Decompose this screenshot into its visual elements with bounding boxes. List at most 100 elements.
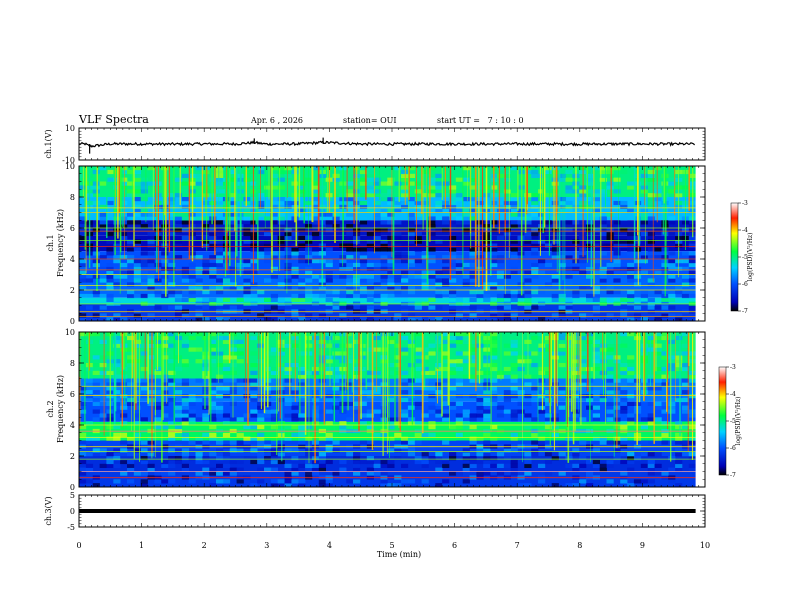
ch2-spectrogram-cell — [380, 479, 388, 484]
ch2-spectrogram-cell — [332, 355, 340, 360]
ch2-spectrogram-cell — [538, 332, 546, 337]
ch1-spectrogram-cell — [264, 231, 272, 237]
ch1-spectrogram-cell — [106, 262, 114, 268]
ch2-spectrogram-cell — [579, 483, 587, 487]
ch1-spectrogram-cell — [202, 317, 210, 321]
ch2-spectrogram-cell — [168, 378, 176, 383]
ch1-spectrogram-cell — [524, 297, 532, 302]
ch2-spectrogram-cell — [154, 425, 162, 430]
ch2-spectrogram-cell — [332, 366, 340, 372]
ch2-spectrogram-cell — [168, 448, 176, 453]
y-tick-label: 0 — [70, 507, 75, 516]
ch2-spectrogram-cell — [79, 409, 87, 414]
colorbar-tick-label: -6 — [730, 445, 736, 452]
ch2-spectrogram-cell — [476, 409, 484, 414]
ch1-spectrogram-cell — [113, 313, 121, 318]
ch2-spectrogram-cell — [202, 459, 210, 465]
ch1-spectrogram-cell — [449, 247, 457, 252]
ch2-spectrogram-cell — [188, 359, 196, 364]
ch2-spectrogram-cell — [154, 417, 162, 422]
ch1-spectrogram-cell — [668, 278, 676, 283]
ch2-spectrogram-cell — [195, 394, 203, 399]
ch1-spectrogram-cell — [277, 208, 285, 213]
ch1-spectrogram-cell — [339, 317, 347, 321]
ch1-spectrogram-cell — [449, 243, 457, 248]
ch2-spectrogram-cell — [147, 374, 155, 379]
ch2-spectrogram-cell — [284, 339, 292, 344]
ch2-spectrogram-cell — [620, 409, 628, 414]
ch1-spectrogram-cell — [613, 290, 621, 295]
ch1-spectrogram-cell — [380, 266, 388, 271]
ch2-spectrogram-cell — [668, 467, 676, 472]
ch2-spectrogram-cell — [490, 332, 498, 337]
ch1-spectrogram-cell — [181, 216, 189, 221]
ch1-spectrogram-cell — [592, 317, 600, 321]
ch1-waveform-plot — [78, 137, 696, 154]
ch1-spectrogram-cell — [99, 293, 107, 299]
ch1-spectrogram-cell — [291, 293, 299, 299]
ch1-spectrogram-cell — [270, 173, 278, 178]
ch1-spectrogram-cell — [346, 231, 354, 237]
ch2-spectrogram-nodata — [695, 332, 705, 487]
ch1-spectrogram-cell — [222, 282, 231, 287]
ch1-spectrogram-cell — [305, 270, 313, 275]
ch1-spectrogram-cell — [510, 235, 518, 240]
ch2-spectrogram-cell — [133, 448, 141, 453]
ch1-spectrogram-cell — [140, 262, 148, 268]
ch2-spectrogram-cell — [346, 382, 354, 387]
ch1-spectrogram-cell — [469, 231, 477, 237]
ch2-spectrogram-cell — [524, 382, 532, 387]
ch2-spectrogram-cell — [572, 413, 580, 418]
ch2-spectrogram-cell — [647, 459, 655, 465]
ch2-spectrogram-cell — [620, 436, 628, 441]
ch1-spectrogram-cell — [394, 235, 402, 240]
ch2-spectrogram-cell — [147, 448, 155, 453]
ch1-spectrogram-cell — [133, 177, 141, 182]
ch1-spectrogram-cell — [476, 208, 484, 213]
ch2-spectrogram-cell — [168, 436, 176, 441]
ch2-spectrogram-cell — [216, 456, 224, 461]
ch1-spectrogram-cell — [435, 193, 443, 198]
time-tick-label: 3 — [264, 541, 269, 550]
ch1-spectrogram-cell — [332, 274, 340, 279]
ch2-spectrogram-cell — [79, 471, 87, 476]
ch1-spectrogram-cell — [79, 313, 87, 318]
ch1-spectrogram-cell — [401, 193, 409, 198]
ch1-spectrogram-cell — [531, 200, 539, 206]
ch1-spectrogram-cell — [510, 266, 518, 271]
ch1-spectrogram-cell — [311, 189, 320, 194]
ch1-spectrogram-cell — [407, 166, 416, 171]
ch1-spectrogram-cell — [174, 216, 183, 221]
ch1-spectrogram-cell — [496, 293, 505, 299]
ch2-spectrogram-cell — [476, 436, 484, 441]
ch1-spectrogram-cell — [442, 290, 450, 295]
ch2-spectrogram-cell — [442, 366, 450, 372]
ch2-spectrogram-cell — [359, 390, 368, 395]
ch2-spectrogram-cell — [222, 394, 231, 399]
ch1-spectrogram-cell — [435, 270, 443, 275]
ch2-spectrogram-cell — [661, 355, 669, 360]
ch2-spectrogram-cell — [291, 479, 299, 484]
ch2-spectrogram-cell — [284, 401, 292, 406]
ch1-spectrogram-cell — [462, 262, 470, 268]
ch2-spectrogram-cell — [188, 394, 196, 399]
ch2-spectrogram-cell — [531, 386, 539, 391]
ch2-spectrogram-cell — [681, 343, 690, 348]
ch1-spectrogram-cell — [469, 313, 477, 318]
ch1-spectrogram-cell — [209, 305, 217, 310]
ch1-spectrogram-cell — [291, 247, 299, 252]
ch1-spectrogram-cell — [277, 197, 285, 202]
ch2-spectrogram-cell — [654, 343, 662, 348]
ch2-spectrogram-cell — [181, 339, 189, 344]
ch1-spectrogram-cell — [339, 266, 347, 271]
ch2-spectrogram-cell — [586, 459, 594, 465]
ch1-spectrogram-cell — [284, 235, 292, 240]
ch2-spectrogram-cell — [435, 467, 443, 472]
ch1-spectrogram-cell — [606, 169, 614, 175]
ch2-spectrogram-cell — [195, 417, 203, 422]
ch2-spectrogram-cell — [298, 483, 306, 487]
ch1-spectrogram-cell — [373, 216, 381, 221]
ch2-spectrogram-cell — [380, 459, 388, 465]
ch1-spectrogram-cell — [654, 290, 662, 295]
